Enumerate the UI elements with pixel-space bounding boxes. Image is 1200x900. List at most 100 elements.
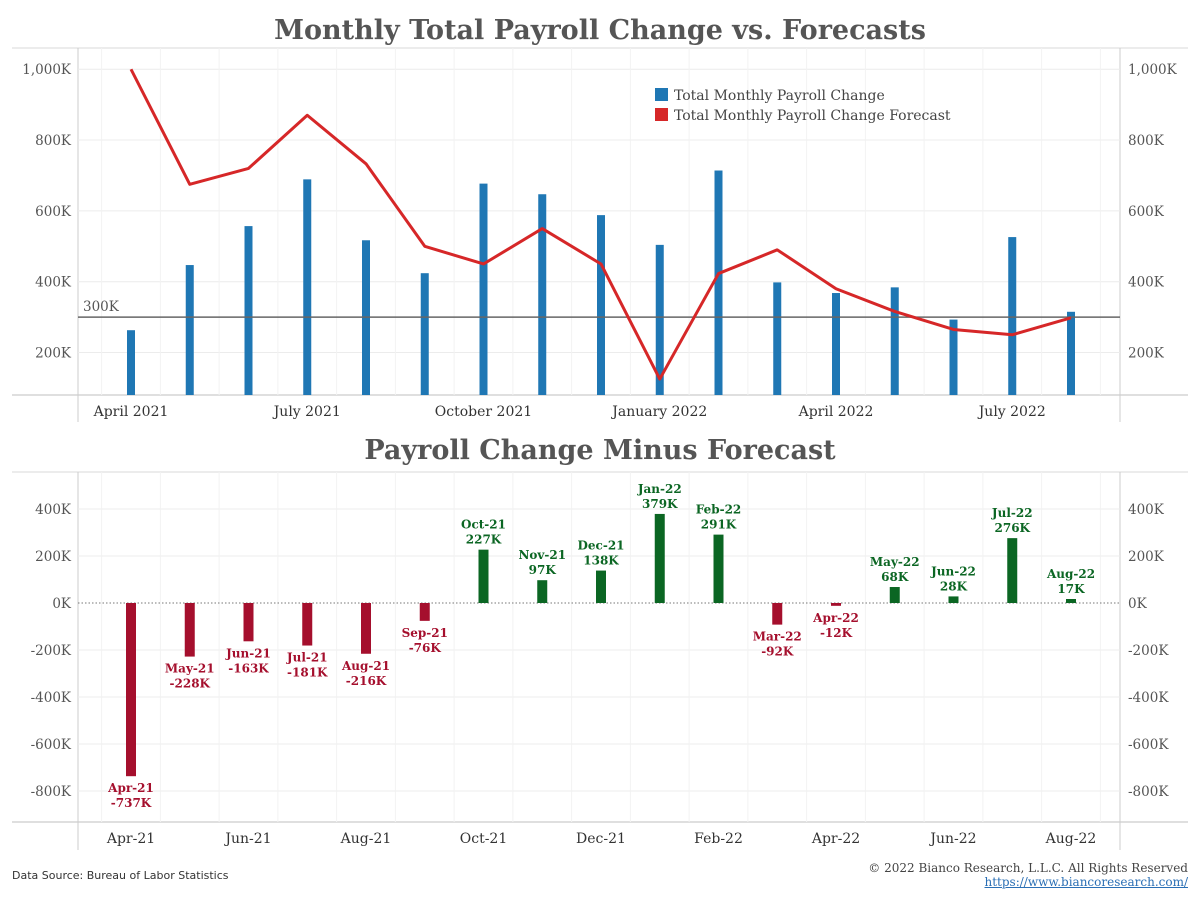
payroll-change-bar: [538, 194, 547, 395]
positive-diff-bar: [537, 580, 548, 603]
reference-line-label: 300K: [83, 299, 120, 315]
chart1-x-tick: April 2022: [798, 404, 874, 420]
chart2-y-tick-right: 400K: [1128, 502, 1165, 518]
chart2-y-tick-left: 200K: [35, 549, 72, 565]
negative-diff-bar: [361, 603, 371, 654]
payroll-change-bar: [714, 170, 723, 395]
chart2-x-tick: Aug-22: [1045, 831, 1097, 847]
copyright-text: © 2022 Bianco Research, L.L.C. All Right…: [868, 861, 1188, 875]
diff-bar-value-label: 379K: [642, 497, 678, 511]
chart2-x-tick: Dec-21: [576, 831, 626, 847]
diff-bar-month-label: Mar-22: [753, 630, 802, 644]
chart1-x-tick: January 2022: [610, 404, 707, 420]
negative-diff-bar: [243, 603, 254, 642]
payroll-change-bar: [420, 273, 429, 395]
chart1-x-tick: July 2021: [272, 404, 341, 420]
chart1-x-tick: October 2021: [435, 404, 532, 420]
chart2-x-tick: Aug-21: [340, 831, 392, 847]
payroll-change-bar: [949, 319, 958, 395]
chart2-y-tick-left: 400K: [35, 502, 72, 518]
diff-bar-month-label: Sep-21: [402, 626, 448, 640]
diff-bar-value-label: 276K: [995, 521, 1031, 535]
payroll-change-bar: [127, 330, 135, 395]
diff-bar-value-label: 17K: [1057, 582, 1085, 596]
diff-bar-month-label: Aug-22: [1046, 567, 1095, 581]
diff-bar-month-label: Aug-21: [341, 659, 390, 673]
chart2-x-tick: Feb-22: [694, 831, 743, 847]
positive-diff-bar: [948, 596, 959, 603]
payroll-change-bar: [303, 179, 312, 395]
diff-bar-value-label: 227K: [466, 533, 502, 547]
data-source-note: Data Source: Bureau of Labor Statistics: [12, 869, 229, 882]
chart1-y-tick-right: 200K: [1128, 346, 1165, 362]
positive-diff-bar: [713, 534, 724, 603]
chart2-y-tick-right: -400K: [1128, 690, 1169, 706]
chart1-x-tick: July 2022: [977, 404, 1046, 420]
negative-diff-bar: [772, 603, 783, 625]
diff-bar-month-label: May-22: [870, 555, 920, 569]
diff-bar-month-label: Jun-21: [225, 646, 271, 660]
diff-bar-value-label: 138K: [583, 554, 619, 568]
payroll-change-bar: [832, 293, 840, 395]
diff-bar-value-label: -163K: [228, 661, 269, 675]
diff-bar-month-label: Feb-22: [696, 503, 742, 517]
diff-bar-value-label: 68K: [881, 570, 909, 584]
positive-diff-bar: [1066, 599, 1076, 603]
negative-diff-bar: [126, 603, 136, 777]
positive-diff-bar: [889, 587, 900, 603]
diff-bar-month-label: May-21: [165, 662, 215, 676]
payroll-change-bar: [1067, 311, 1075, 395]
diff-bar-value-label: -737K: [111, 796, 152, 810]
negative-diff-bar: [302, 603, 313, 646]
diff-bar-month-label: Jul-21: [286, 651, 328, 665]
chart2-x-tick: Oct-21: [460, 831, 508, 847]
payroll-change-bar: [185, 265, 194, 395]
legend-swatch-forecast: [655, 108, 668, 121]
diff-bar-month-label: Jun-22: [930, 564, 976, 578]
diff-bar-value-label: -76K: [409, 641, 442, 655]
diff-bar-value-label: 28K: [940, 579, 968, 593]
chart2-y-tick-left: 0K: [52, 596, 72, 612]
legend-label-payroll-change: Total Monthly Payroll Change: [674, 88, 885, 104]
chart1-y-tick-right: 1,000K: [1128, 62, 1178, 78]
diff-bar-value-label: -12K: [820, 626, 853, 640]
chart2-title: Payroll Change Minus Forecast: [364, 435, 836, 466]
diff-bar-month-label: Oct-21: [461, 518, 506, 532]
diff-bar-value-label: 97K: [529, 563, 557, 577]
diff-bar-value-label: -228K: [170, 677, 211, 691]
chart1-y-tick-left: 1,000K: [22, 62, 72, 78]
chart2-y-tick-left: -200K: [31, 643, 72, 659]
chart1-title: Monthly Total Payroll Change vs. Forecas…: [274, 15, 926, 46]
chart2-y-tick-right: 0K: [1128, 596, 1148, 612]
chart2-y-tick-right: -600K: [1128, 737, 1169, 753]
payroll-change-bar: [597, 215, 605, 395]
payroll-change-bar: [773, 282, 782, 395]
diff-bar-month-label: Dec-21: [577, 539, 624, 553]
chart2-y-tick-left: -400K: [31, 690, 72, 706]
chart2-y-tick-right: 200K: [1128, 549, 1165, 565]
legend-label-forecast: Total Monthly Payroll Change Forecast: [674, 108, 951, 124]
chart2-y-tick-right: -200K: [1128, 643, 1169, 659]
negative-diff-bar: [419, 603, 430, 621]
chart1-y-tick-right: 400K: [1128, 275, 1165, 291]
positive-diff-bar: [654, 513, 665, 603]
chart2-x-tick: Jun-22: [928, 831, 976, 847]
chart1-y-tick-left: 200K: [35, 346, 72, 362]
positive-diff-bar: [1007, 538, 1018, 603]
chart2-x-tick: Apr-22: [811, 831, 860, 847]
payroll-change-bar: [1008, 237, 1017, 395]
negative-diff-bar: [184, 603, 195, 657]
diff-bar-value-label: 291K: [701, 518, 737, 532]
chart2-y-tick-left: -600K: [31, 737, 72, 753]
diff-bar-month-label: Apr-22: [812, 611, 859, 625]
payroll-change-bar: [244, 226, 253, 395]
chart2-x-tick: Apr-21: [106, 831, 155, 847]
payroll-change-bar: [479, 183, 488, 395]
forecast-line: [129, 68, 1072, 381]
legend-swatch-payroll-change: [655, 88, 668, 101]
payroll-change-bar: [655, 244, 664, 395]
website-link[interactable]: https://www.biancoresearch.com/: [984, 875, 1188, 889]
chart2-y-tick-left: -800K: [31, 784, 72, 800]
chart1-y-tick-left: 600K: [35, 204, 72, 220]
